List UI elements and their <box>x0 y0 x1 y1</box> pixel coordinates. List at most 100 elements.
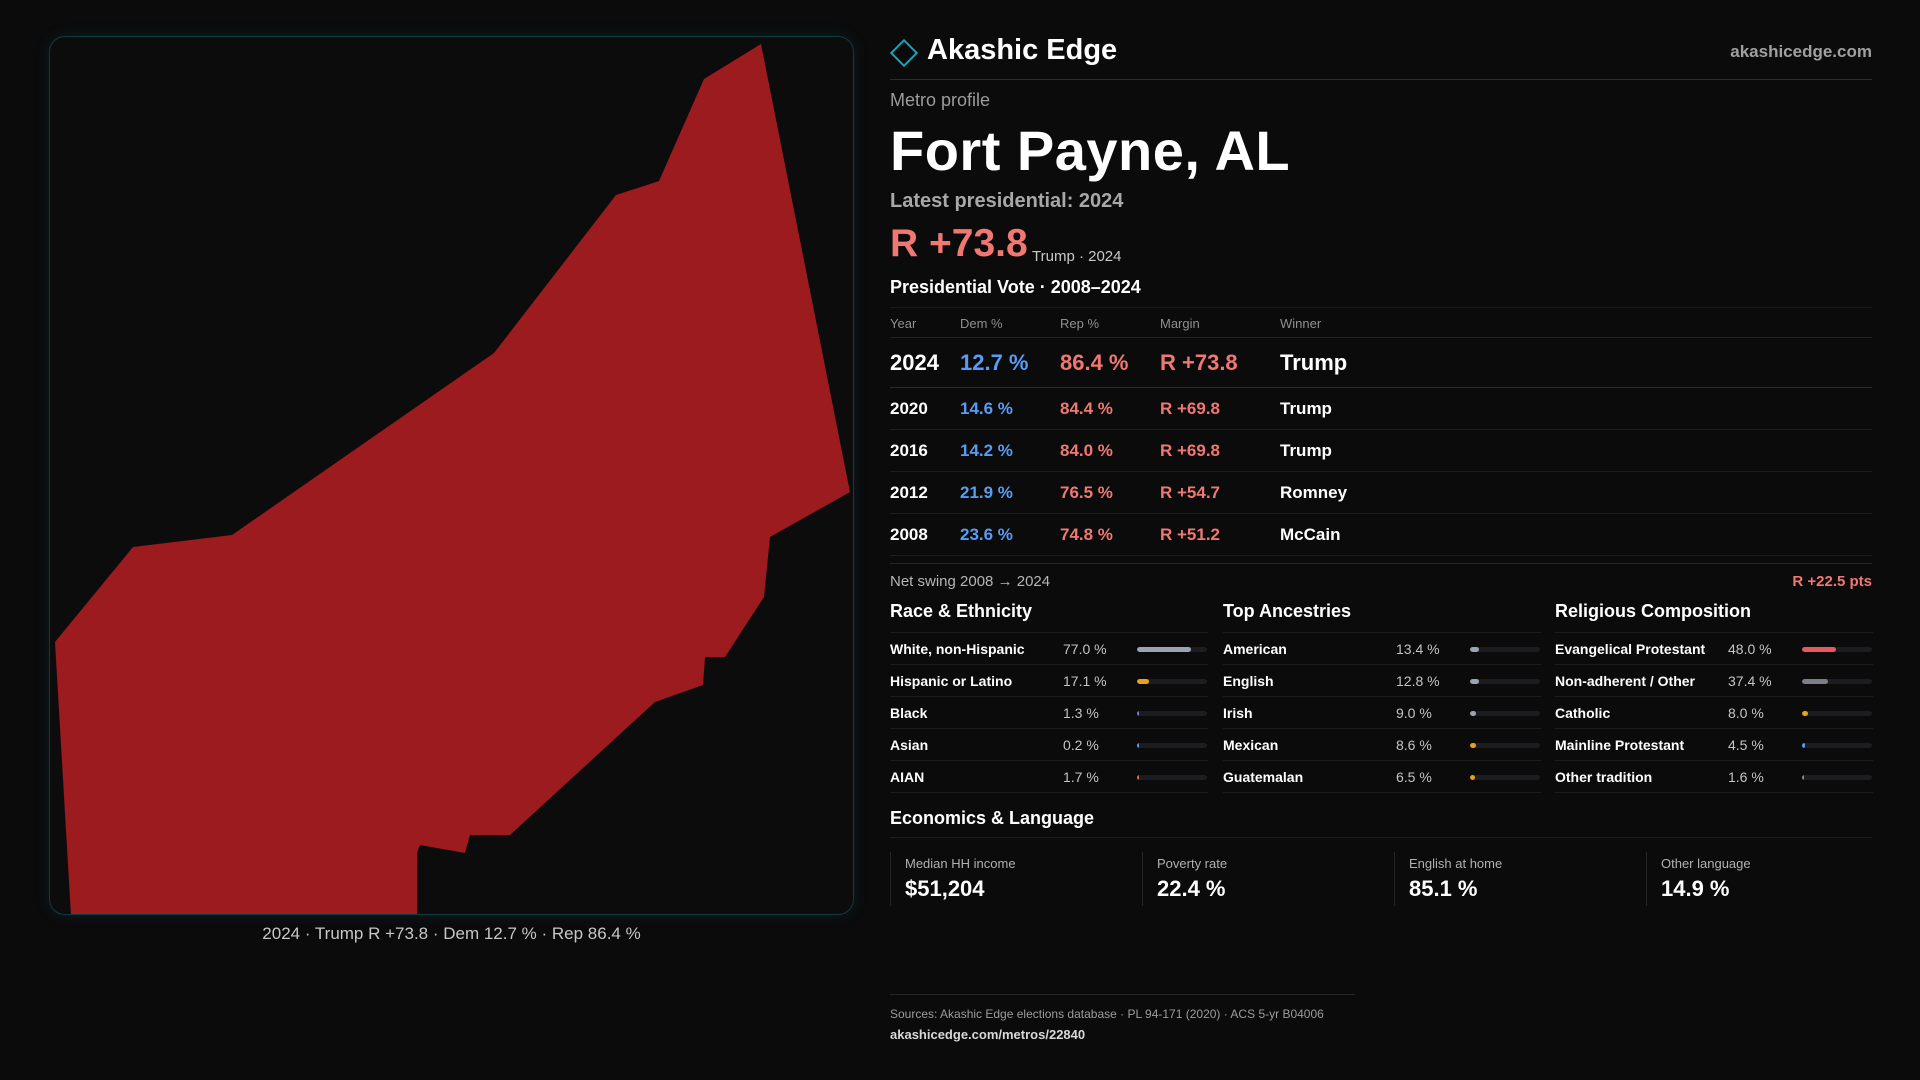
list-item: Mexican 8.6 % <box>1223 729 1541 761</box>
cell-winner: Trump <box>1280 350 1348 375</box>
cell-rep: 74.8 % <box>1060 525 1113 544</box>
latest-margin-winner: Trump · 2024 <box>1032 248 1122 265</box>
list-item: Other tradition 1.6 % <box>1555 761 1873 793</box>
net-swing-label: Net swing 2008 → 2024 <box>890 573 1051 590</box>
table-row: 2020 14.6 % 84.4 % R +69.8 Trump <box>890 388 1872 430</box>
net-swing-row: Net swing 2008 → 2024 R +22.5 pts <box>890 563 1872 593</box>
header-rep: Rep % <box>1060 316 1100 331</box>
header-winner: Winner <box>1280 316 1322 331</box>
econ-stat-value: 14.9 % <box>1661 876 1730 901</box>
sources-text: Sources: Akashic Edge elections database… <box>890 1007 1324 1021</box>
religion-block: Religious Composition Evangelical Protes… <box>1555 601 1873 793</box>
list-item: Evangelical Protestant 48.0 % <box>1555 633 1873 665</box>
cell-year: 2020 <box>890 399 928 418</box>
race-ethnicity-block: Race & Ethnicity White, non-Hispanic 77.… <box>890 601 1208 793</box>
vote-section-title: Presidential Vote · 2008–2024 <box>890 277 1141 297</box>
religion-bar <box>1802 711 1808 716</box>
list-item: Irish 9.0 % <box>1223 697 1541 729</box>
race-value: 1.7 % <box>1063 769 1099 785</box>
religion-section-title: Religious Composition <box>1555 601 1873 633</box>
list-item: English 12.8 % <box>1223 665 1541 697</box>
econ-stat-label: Other language <box>1661 856 1751 871</box>
brand-header: Akashic Edge akashicedge.com <box>889 34 1872 80</box>
net-swing-value: R +22.5 pts <box>1792 573 1872 590</box>
ancestry-bar-track <box>1470 647 1540 652</box>
race-label: White, non-Hispanic <box>890 641 1025 657</box>
ancestry-value: 12.8 % <box>1396 673 1440 689</box>
religion-value: 48.0 % <box>1728 641 1772 657</box>
religion-label: Other tradition <box>1555 769 1653 785</box>
metro-map <box>55 44 850 915</box>
religion-bar-track <box>1802 775 1872 780</box>
ancestry-bar-track <box>1470 679 1540 684</box>
religion-bar-track <box>1802 647 1872 652</box>
cell-year: 2016 <box>890 441 928 460</box>
table-row: 2016 14.2 % 84.0 % R +69.8 Trump <box>890 430 1872 472</box>
race-bar-track <box>1137 647 1207 652</box>
religion-bar <box>1802 679 1829 684</box>
ancestry-label: Guatemalan <box>1223 769 1304 785</box>
ancestry-bar-track <box>1470 711 1540 716</box>
econ-stat-label: Poverty rate <box>1157 856 1228 871</box>
list-item: Guatemalan 6.5 % <box>1223 761 1541 793</box>
ancestry-label: Irish <box>1223 705 1253 721</box>
religion-label: Evangelical Protestant <box>1555 641 1706 657</box>
cell-dem: 14.6 % <box>960 399 1013 418</box>
table-row: 2024 12.7 % 86.4 % R +73.8 Trump <box>890 338 1872 388</box>
cell-rep: 86.4 % <box>1060 350 1129 375</box>
cell-dem: 21.9 % <box>960 483 1013 502</box>
religion-bar <box>1802 647 1836 652</box>
religion-bar <box>1802 775 1805 780</box>
econ-stat-other-language: Other language 14.9 % <box>1646 852 1872 906</box>
economics-grid: Median HH income $51,204 Poverty rate 22… <box>890 852 1872 906</box>
ancestry-bar-track <box>1470 775 1540 780</box>
race-bar <box>1137 679 1149 684</box>
religion-bar-track <box>1802 679 1872 684</box>
econ-stat-label: English at home <box>1409 856 1503 871</box>
race-bar <box>1137 711 1140 716</box>
race-bar <box>1137 775 1140 780</box>
race-value: 1.3 % <box>1063 705 1099 721</box>
map-caption: 2024 · Trump R +73.8 · Dem 12.7 % · Rep … <box>262 924 641 943</box>
race-bar-track <box>1137 711 1207 716</box>
ancestry-value: 9.0 % <box>1396 705 1432 721</box>
religion-value: 37.4 % <box>1728 673 1772 689</box>
map-panel <box>49 36 854 915</box>
race-label: Hispanic or Latino <box>890 673 1013 689</box>
metro-permalink[interactable]: akashicedge.com/metros/22840 <box>890 1027 1086 1042</box>
cell-rep: 84.0 % <box>1060 441 1113 460</box>
ancestry-bar <box>1470 775 1475 780</box>
cell-year: 2008 <box>890 525 928 544</box>
race-label: Asian <box>890 737 929 753</box>
econ-stat-value: $51,204 <box>905 876 985 901</box>
table-row: 2008 23.6 % 74.8 % R +51.2 McCain <box>890 514 1872 556</box>
cell-margin: R +54.7 <box>1160 483 1221 502</box>
cell-margin: R +51.2 <box>1160 525 1221 544</box>
race-bar <box>1137 647 1191 652</box>
race-value: 17.1 % <box>1063 673 1107 689</box>
cell-rep: 84.4 % <box>1060 399 1113 418</box>
ancestry-bar-track <box>1470 743 1540 748</box>
metro-shape[interactable] <box>55 44 850 915</box>
list-item: AIAN 1.7 % <box>890 761 1208 793</box>
diamond-logo-icon <box>889 38 919 68</box>
ancestry-value: 6.5 % <box>1396 769 1432 785</box>
ancestry-bar <box>1470 679 1479 684</box>
list-item: Black 1.3 % <box>890 697 1208 729</box>
race-value: 77.0 % <box>1063 641 1107 657</box>
cell-year: 2024 <box>890 350 939 375</box>
ancestry-value: 8.6 % <box>1396 737 1432 753</box>
cell-winner: Trump <box>1280 399 1332 418</box>
ancestry-label: American <box>1223 641 1287 657</box>
list-item: Mainline Protestant 4.5 % <box>1555 729 1873 761</box>
list-item: American 13.4 % <box>1223 633 1541 665</box>
cell-margin: R +69.8 <box>1160 441 1221 460</box>
religion-bar <box>1802 743 1806 748</box>
ancestry-bar <box>1470 743 1477 748</box>
list-item: Asian 0.2 % <box>890 729 1208 761</box>
race-bar <box>1137 743 1140 748</box>
race-value: 0.2 % <box>1063 737 1099 753</box>
religion-value: 4.5 % <box>1728 737 1764 753</box>
race-bar-track <box>1137 743 1207 748</box>
brand-url-link[interactable]: akashicedge.com <box>1730 42 1872 61</box>
